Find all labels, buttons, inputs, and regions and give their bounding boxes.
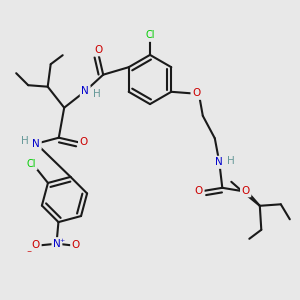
Text: Cl: Cl bbox=[27, 159, 36, 169]
Text: H: H bbox=[227, 156, 235, 166]
Text: N: N bbox=[215, 157, 223, 167]
Text: N: N bbox=[53, 239, 61, 249]
Text: +: + bbox=[60, 238, 65, 243]
Text: −: − bbox=[26, 248, 32, 253]
Text: O: O bbox=[192, 88, 200, 98]
Text: O: O bbox=[72, 240, 80, 250]
Text: O: O bbox=[242, 186, 250, 196]
Text: N: N bbox=[81, 86, 89, 96]
Text: H: H bbox=[93, 88, 101, 99]
Text: N: N bbox=[32, 139, 40, 149]
Text: O: O bbox=[80, 137, 88, 147]
Text: Cl: Cl bbox=[145, 30, 155, 40]
Text: O: O bbox=[94, 45, 103, 55]
Text: O: O bbox=[32, 240, 40, 250]
Text: H: H bbox=[21, 136, 29, 146]
Text: O: O bbox=[195, 186, 203, 196]
